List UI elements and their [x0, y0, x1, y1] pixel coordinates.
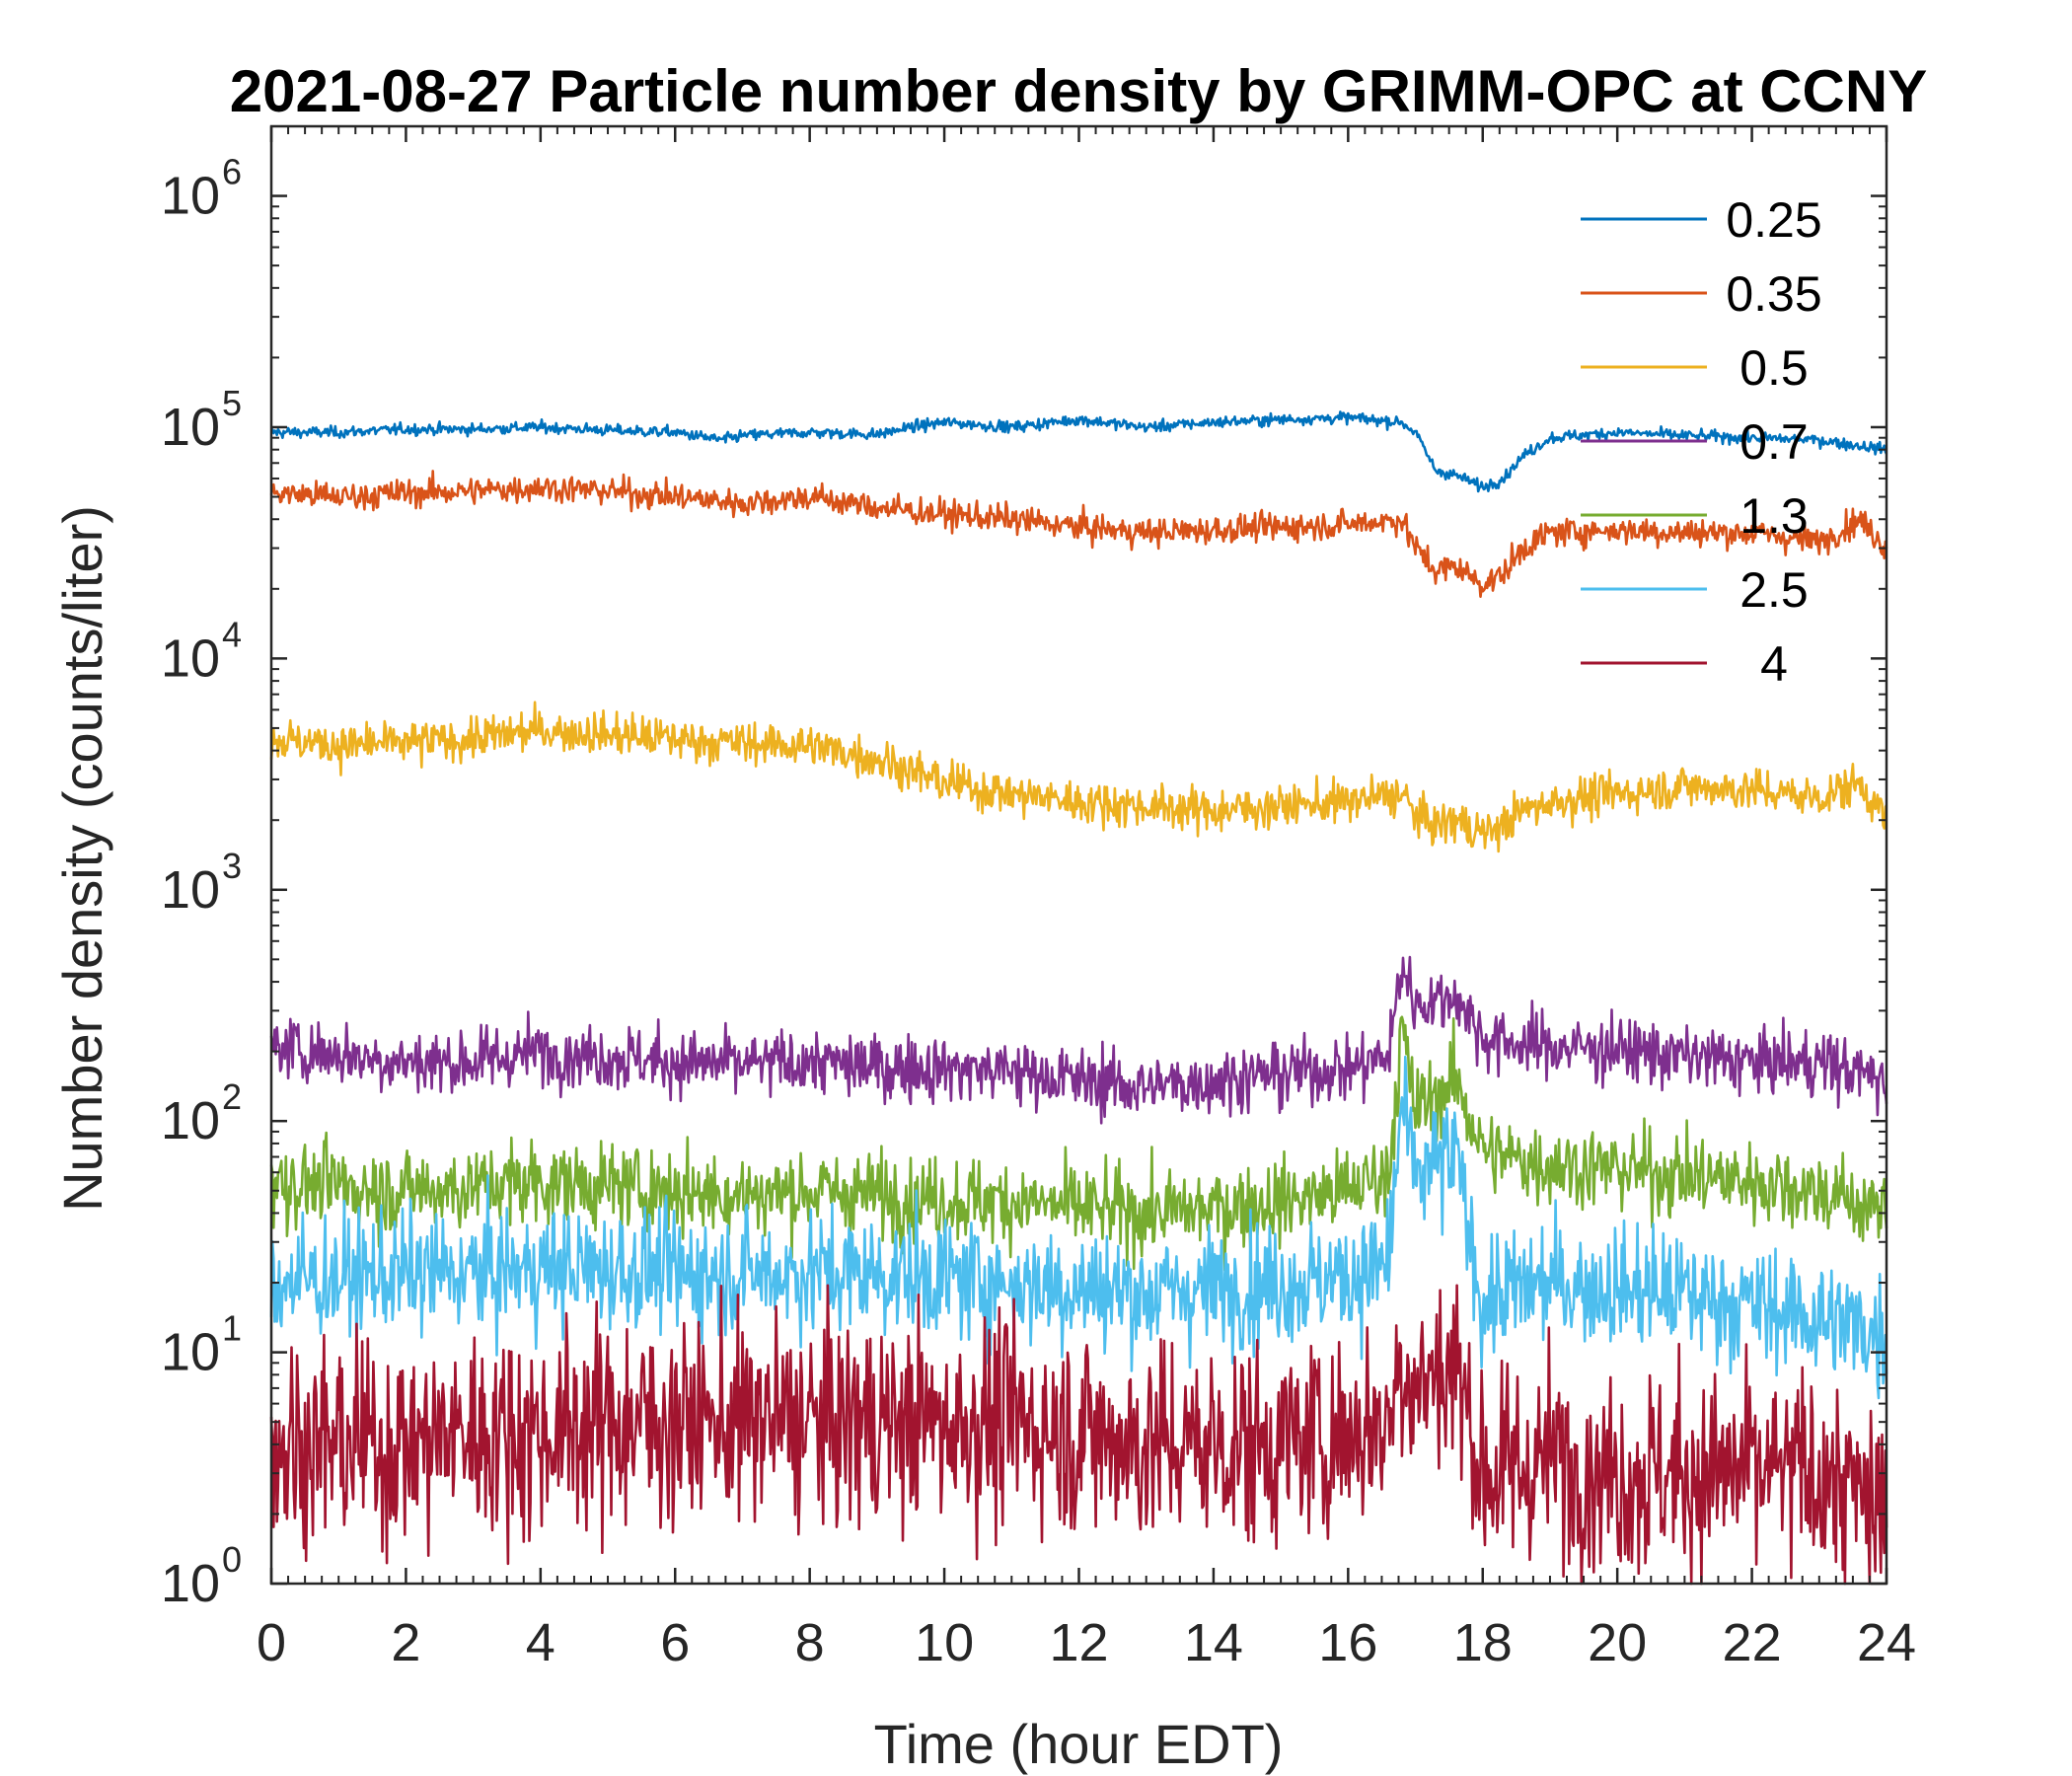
y-tick-label: 10 [161, 1323, 220, 1382]
legend-label: 1.3 [1739, 488, 1809, 544]
legend-label: 0.35 [1726, 266, 1821, 322]
series-line-0-7 [269, 955, 1888, 1125]
y-tick-label: 10 [161, 1091, 220, 1150]
x-tick-label: 2 [391, 1613, 420, 1672]
x-tick-label: 20 [1588, 1613, 1647, 1672]
legend-label: 0.25 [1726, 192, 1821, 248]
series-line-0-25 [270, 410, 1888, 493]
x-tick-label: 16 [1318, 1613, 1377, 1672]
plot-frame [269, 124, 1888, 1586]
plot-area [269, 410, 1888, 1586]
chart-title: 2021-08-27 Particle number density by GR… [230, 58, 1928, 124]
y-tick-label: 10 [161, 1554, 220, 1613]
y-tick-exponent: 5 [222, 383, 242, 423]
y-tick-exponent: 6 [222, 152, 242, 192]
series-line-1-3 [269, 1015, 1888, 1272]
x-tick-label: 22 [1723, 1613, 1782, 1672]
legend-label: 4 [1760, 636, 1788, 692]
series-line-4 [269, 1284, 1888, 1586]
x-tick-label: 8 [795, 1613, 825, 1672]
x-tick-label: 0 [257, 1613, 286, 1672]
y-tick-exponent: 1 [222, 1308, 242, 1349]
y-tick-label: 10 [161, 167, 220, 226]
y-tick-label: 10 [161, 629, 220, 688]
y-tick-exponent: 4 [222, 614, 242, 654]
x-tick-label: 10 [915, 1613, 974, 1672]
series-line-0-35 [269, 470, 1888, 599]
y-tick-label: 10 [161, 398, 220, 457]
y-axis-label: Number density (counts/liter) [51, 505, 113, 1212]
legend: 0.25 0.35 0.5 0.7 1.3 2.5 4 [1581, 192, 1822, 692]
x-tick-label: 18 [1453, 1613, 1513, 1672]
x-tick-label: 14 [1184, 1613, 1243, 1672]
x-tick-label: 24 [1857, 1613, 1916, 1672]
x-tick-label: 6 [660, 1613, 690, 1672]
x-axis-label: Time (hour EDT) [874, 1713, 1284, 1775]
y-tick-exponent: 2 [222, 1076, 242, 1117]
x-axis: 0 2 4 6 8 10 12 14 16 18 20 22 24 [257, 124, 1916, 1672]
y-tick-label: 10 [161, 860, 220, 920]
series-line-0-5 [269, 701, 1888, 853]
legend-label: 0.5 [1739, 340, 1809, 396]
x-tick-label: 12 [1049, 1613, 1108, 1672]
legend-label: 0.7 [1739, 414, 1809, 470]
series-line-2-5 [269, 1055, 1888, 1400]
y-tick-exponent: 3 [222, 846, 242, 886]
legend-label: 2.5 [1739, 562, 1809, 618]
x-tick-label: 4 [526, 1613, 555, 1672]
y-tick-exponent: 0 [222, 1539, 242, 1580]
